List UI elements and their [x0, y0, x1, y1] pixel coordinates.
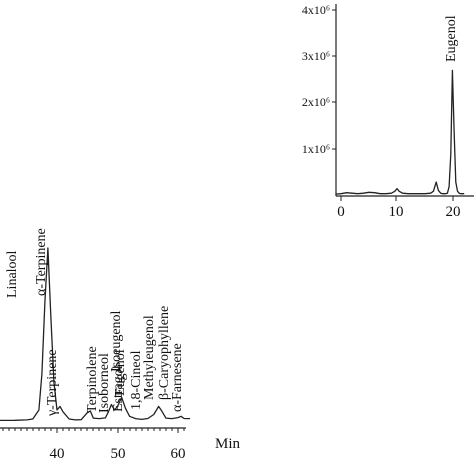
main-x-axis-label: Min: [215, 436, 241, 452]
main-peak-labels: Linalool α-Terpinene γ-Terpinene Terpino…: [5, 228, 185, 417]
peak-label-isoeugenol: Isoeugenol: [109, 310, 124, 372]
inset-x-tick-label: 10: [389, 204, 404, 220]
main-chromatogram: 40 50 60 Min Linalool α-Terpinene γ-Terp…: [0, 228, 241, 462]
inset-series-line: [335, 69, 465, 195]
peak-label-beta-caryophyllene: β-Caryophyllene: [157, 306, 172, 400]
inset-y-tick-label: 4x10⁶: [302, 3, 330, 17]
inset-peak-label-eugenol: Eugenol: [444, 15, 459, 62]
main-x-tick-label: 40: [50, 446, 65, 462]
peak-label-terpinolene: Terpinolene: [85, 346, 100, 413]
peak-label-eugenol: Eugenol: [113, 349, 128, 396]
inset-tick-marks: [332, 9, 454, 201]
peak-label-isoborneol: Isoborneol: [97, 353, 112, 413]
peak-label-gamma-terpinene: γ-Terpinene: [45, 349, 60, 417]
inset-y-tick-label: 1x10⁶: [302, 142, 330, 156]
main-tick-marks: [2, 428, 185, 433]
main-series-line: [0, 247, 191, 422]
peak-label-estragol: Estragol: [111, 365, 126, 412]
peak-label-1-8-cineol: 1,8-Cineol: [129, 350, 144, 410]
inset-x-tick-label: 0: [337, 204, 345, 220]
peak-label-alpha-farnesene: α-Farnesene: [170, 343, 185, 412]
peak-label-linalool: Linalool: [5, 250, 20, 298]
inset-y-tick-label: 2x10⁶: [302, 95, 330, 109]
inset-x-tick-label: 20: [446, 204, 461, 220]
peak-label-methyleugenol: Methyleugenol: [142, 315, 157, 400]
main-x-tick-label: 60: [171, 446, 186, 462]
inset-chromatogram: 4x10⁶ 3x10⁶ 2x10⁶ 1x10⁶ 0 10 20 Eugenol: [302, 3, 474, 220]
inset-y-tick-label: 3x10⁶: [302, 49, 330, 63]
main-x-tick-label: 50: [111, 446, 126, 462]
peak-label-alpha-terpinene: α-Terpinene: [34, 228, 49, 296]
